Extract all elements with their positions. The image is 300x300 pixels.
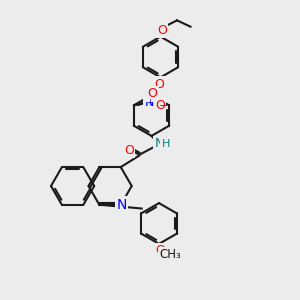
- Text: CH₃: CH₃: [160, 248, 181, 261]
- Text: H: H: [161, 139, 170, 149]
- Text: O: O: [124, 143, 134, 157]
- Text: −: −: [159, 101, 169, 111]
- Text: O: O: [148, 87, 158, 101]
- Text: N: N: [154, 137, 164, 150]
- Text: N: N: [145, 96, 154, 109]
- Text: O: O: [155, 99, 165, 112]
- Text: O: O: [157, 23, 167, 37]
- Text: O: O: [154, 77, 164, 91]
- Text: O: O: [155, 244, 165, 257]
- Text: +: +: [146, 98, 153, 107]
- Text: N: N: [116, 198, 127, 212]
